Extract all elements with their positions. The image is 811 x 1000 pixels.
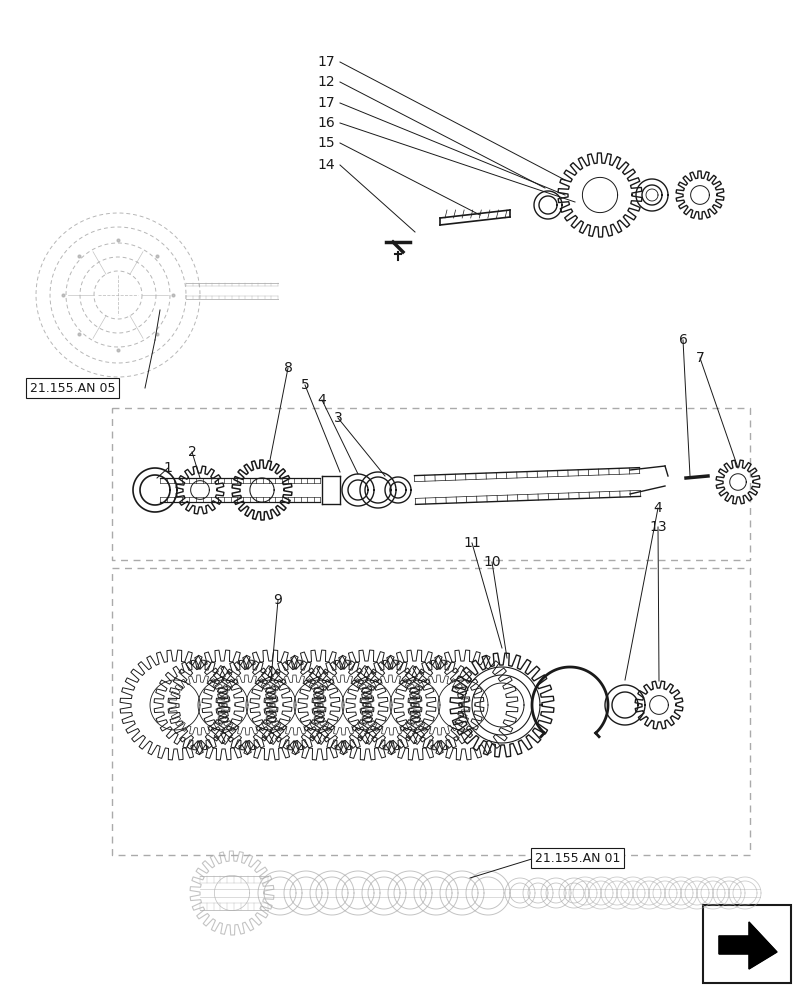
- Text: 6: 6: [678, 333, 687, 347]
- Text: 11: 11: [462, 536, 480, 550]
- Text: 12: 12: [317, 75, 335, 89]
- Text: 17: 17: [317, 96, 335, 110]
- Text: 15: 15: [317, 136, 335, 150]
- Polygon shape: [718, 922, 776, 969]
- Text: 16: 16: [317, 116, 335, 130]
- Text: 10: 10: [483, 555, 500, 569]
- Text: 13: 13: [648, 520, 666, 534]
- Text: 14: 14: [317, 158, 335, 172]
- Text: 4: 4: [653, 501, 662, 515]
- Text: 2: 2: [187, 445, 196, 459]
- Text: 17: 17: [317, 55, 335, 69]
- Text: 8: 8: [283, 361, 292, 375]
- Text: 3: 3: [333, 411, 342, 425]
- Text: 21.155.AN 05: 21.155.AN 05: [30, 381, 115, 394]
- Text: 21.155.AN 01: 21.155.AN 01: [534, 852, 620, 864]
- Text: 9: 9: [273, 593, 282, 607]
- Text: 5: 5: [300, 378, 309, 392]
- Text: 7: 7: [695, 351, 703, 365]
- Text: 4: 4: [317, 393, 326, 407]
- Text: 1: 1: [163, 461, 172, 475]
